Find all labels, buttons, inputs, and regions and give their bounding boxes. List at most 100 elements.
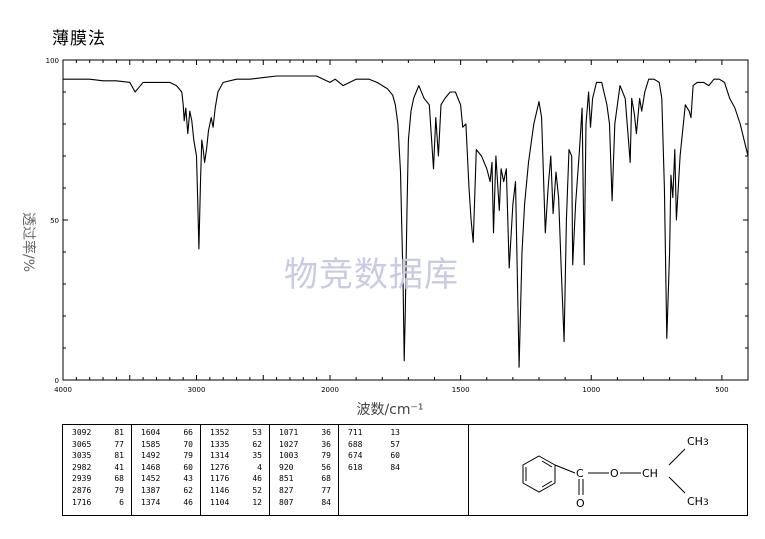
peak-row: 1492 79 <box>141 450 200 462</box>
peak-row: 1374 46 <box>141 497 200 509</box>
peak-row: 1071 36 <box>279 427 338 439</box>
peak-wavenumber: 827 <box>279 485 294 495</box>
benzene-ring <box>522 455 556 493</box>
peak-transmittance: 46 <box>183 497 193 507</box>
peak-wavenumber: 1585 <box>141 439 161 449</box>
peak-column: 1604 66 1585 70 1492 79 1468 60 1452 43 1387 62 1374… <box>132 425 201 515</box>
ring-double-bond <box>541 480 553 488</box>
peak-transmittance: 68 <box>114 474 124 484</box>
peak-row: 1146 52 <box>210 485 269 497</box>
peak-row: 1352 53 <box>210 427 269 439</box>
peak-row: 688 57 <box>348 439 468 451</box>
peak-wavenumber: 2982 <box>72 462 92 472</box>
peak-wavenumber: 1352 <box>210 428 230 437</box>
bond-ch-ch3-top <box>668 448 686 466</box>
peak-row: 1468 60 <box>141 462 200 474</box>
structure-drawing: C O CH O CH3 CH3 <box>522 435 709 510</box>
peak-transmittance: 4 <box>257 462 262 472</box>
peak-wavenumber: 1104 <box>210 497 230 507</box>
peak-wavenumber: 688 <box>348 439 363 449</box>
peak-wavenumber: 1468 <box>141 462 161 472</box>
peak-wavenumber: 851 <box>279 474 294 484</box>
peak-transmittance: 79 <box>183 451 193 461</box>
peak-wavenumber: 1374 <box>141 497 161 507</box>
peak-row: 851 68 <box>279 473 338 485</box>
peak-table: 3092 81 3065 77 3035 81 2982 41 2939 68 2876 79 1716… <box>62 424 748 516</box>
peak-transmittance: 81 <box>114 428 124 437</box>
peak-wavenumber: 3035 <box>72 451 92 461</box>
x-tick-label: 500 <box>715 386 728 394</box>
peak-row: 674 60 <box>348 450 468 462</box>
carbon-label: C <box>576 467 584 480</box>
peak-wavenumber: 1027 <box>279 439 299 449</box>
peak-wavenumber: 711 <box>348 428 363 437</box>
peak-row: 2982 41 <box>72 462 131 474</box>
spectrum-line <box>63 75 749 368</box>
peak-wavenumber: 1276 <box>210 462 230 472</box>
x-tick-label: 4000 <box>54 386 72 394</box>
peak-row: 1314 35 <box>210 450 269 462</box>
peak-wavenumber: 1604 <box>141 428 161 437</box>
peak-transmittance: 62 <box>252 439 262 449</box>
peak-row: 920 56 <box>279 462 338 474</box>
peak-transmittance: 70 <box>183 439 193 449</box>
peak-transmittance: 41 <box>114 462 124 472</box>
peak-transmittance: 43 <box>183 474 193 484</box>
peak-row: 1452 43 <box>141 473 200 485</box>
peak-transmittance: 53 <box>252 428 262 437</box>
bond-ring-c <box>554 464 576 474</box>
peak-transmittance: 46 <box>252 474 262 484</box>
peak-transmittance: 13 <box>390 428 400 437</box>
peak-wavenumber: 1492 <box>141 451 161 461</box>
peak-wavenumber: 1003 <box>279 451 299 461</box>
bond-ch-ch3-bottom <box>668 476 686 494</box>
peak-column: 711 13 688 57 674 60 618 84 <box>339 425 469 515</box>
peak-row: 3092 81 <box>72 427 131 439</box>
peak-wavenumber: 807 <box>279 497 294 507</box>
watermark: 物竞数据库 <box>284 255 459 295</box>
peak-transmittance: 77 <box>321 485 331 495</box>
peak-transmittance: 62 <box>183 485 193 495</box>
peak-transmittance: 57 <box>390 439 400 449</box>
peak-wavenumber: 1314 <box>210 451 230 461</box>
peak-row: 827 77 <box>279 485 338 497</box>
ring-double-bond <box>541 460 553 468</box>
methyl-bottom-label: CH3 <box>687 495 709 508</box>
peak-row: 1585 70 <box>141 439 200 451</box>
y-tick-label: 0 <box>55 377 59 385</box>
peak-wavenumber: 618 <box>348 462 363 472</box>
peak-transmittance: 60 <box>183 462 193 472</box>
peak-wavenumber: 674 <box>348 451 363 461</box>
plot-frame <box>62 59 749 381</box>
peak-transmittance: 81 <box>114 451 124 461</box>
peak-transmittance: 77 <box>114 439 124 449</box>
molecule-structure: C O CH O CH3 CH3 <box>469 425 748 515</box>
peak-transmittance: 68 <box>321 474 331 484</box>
peak-transmittance: 12 <box>252 497 262 507</box>
peak-row: 3035 81 <box>72 450 131 462</box>
peak-transmittance: 6 <box>119 497 124 507</box>
peak-row: 2876 79 <box>72 485 131 497</box>
peak-transmittance: 36 <box>321 428 331 437</box>
ch-label: CH <box>642 467 658 480</box>
peak-wavenumber: 3065 <box>72 439 92 449</box>
peak-row: 807 84 <box>279 497 338 509</box>
y-tick-label: 50 <box>50 217 59 225</box>
x-tick-label: 3000 <box>188 386 206 394</box>
peak-wavenumber: 1387 <box>141 485 161 495</box>
peak-row: 1027 36 <box>279 439 338 451</box>
x-tick-label: 1500 <box>452 386 470 394</box>
peak-transmittance: 84 <box>321 497 331 507</box>
peak-wavenumber: 920 <box>279 462 294 472</box>
y-tick-label: 100 <box>46 57 59 65</box>
peak-wavenumber: 2876 <box>72 485 92 495</box>
peak-row: 1104 12 <box>210 497 269 509</box>
peak-wavenumber: 1146 <box>210 485 230 495</box>
peak-transmittance: 79 <box>321 451 331 461</box>
x-tick-label: 1000 <box>582 386 600 394</box>
peak-row: 1335 62 <box>210 439 269 451</box>
peak-column: 1352 53 1335 62 1314 35 1276 4 1176 46 1146 52 1104 1… <box>201 425 270 515</box>
peak-transmittance: 84 <box>390 462 400 472</box>
peak-column: 3092 81 3065 77 3035 81 2982 41 2939 68 2876 79 1716… <box>63 425 132 515</box>
peak-row: 618 84 <box>348 462 468 474</box>
